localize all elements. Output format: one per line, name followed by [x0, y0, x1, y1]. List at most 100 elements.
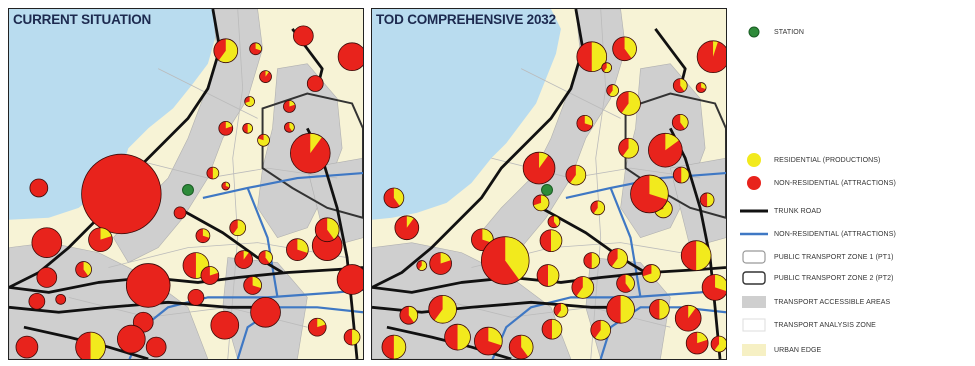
legend-item-ptz1: PUBLIC TRANSPORT ZONE 1 (PT1) — [740, 247, 894, 267]
legend-item-non-residential: NON-RESIDENTIAL (ATTRACTIONS) — [740, 173, 896, 193]
accessible-area — [372, 242, 572, 359]
legend-item-residential: RESIDENTIAL (PRODUCTIONS) — [740, 150, 880, 170]
zone-pie — [590, 200, 606, 216]
trunk-road — [177, 206, 284, 274]
zone-pie — [257, 133, 270, 147]
zone-boundary — [128, 157, 338, 179]
pt2-zone — [624, 92, 726, 219]
zone-pie — [286, 238, 309, 261]
zone-pie — [213, 38, 239, 64]
legend-item-ptz2: PUBLIC TRANSPORT ZONE 2 (PT2) — [740, 268, 894, 288]
legend-label: NON-RESIDENTIAL (ATTRACTIONS) — [774, 230, 896, 238]
station-icon — [182, 184, 194, 196]
legend-label: URBAN EDGE — [774, 346, 822, 354]
zone-pie — [290, 132, 331, 174]
zone-pie — [125, 263, 171, 308]
legend-item-accessible: TRANSPORT ACCESSIBLE AREAS — [740, 292, 890, 312]
zone-pie — [284, 121, 295, 133]
station-icon — [541, 184, 553, 196]
zone-pie — [314, 217, 340, 243]
zone-pie — [206, 166, 220, 180]
zone-pie — [701, 274, 726, 301]
map-current-situation[interactable] — [9, 9, 363, 359]
zone-pie — [674, 304, 702, 332]
zone-pie — [173, 206, 187, 220]
zone-pie — [685, 331, 709, 355]
zone-pie — [474, 326, 503, 356]
legend-label: STATION — [774, 28, 804, 36]
legend-label: TRANSPORT ANALYSIS ZONE — [774, 321, 876, 329]
zone-pie — [612, 36, 637, 62]
zone-pie — [187, 288, 205, 306]
zone-pie — [618, 137, 639, 159]
non-residential-line — [202, 171, 363, 199]
zone-pie — [565, 164, 587, 186]
zone-pie — [116, 324, 146, 354]
legend-label: RESIDENTIAL (PRODUCTIONS) — [774, 156, 881, 164]
zone-pie — [259, 70, 272, 83]
zone-pie — [672, 78, 688, 93]
legend-item-blue-line: NON-RESIDENTIAL (ATTRACTIONS) — [740, 224, 896, 244]
zone-pie — [55, 293, 67, 305]
trunk-road — [669, 127, 722, 359]
legend-label: PUBLIC TRANSPORT ZONE 1 (PT1) — [774, 253, 894, 261]
map-panel-current[interactable]: CURRENT SITUATION — [8, 8, 364, 360]
map-panel-tod-2032[interactable]: TOD COMPREHENSIVE 2032 — [371, 8, 727, 360]
zone-pie — [88, 227, 113, 253]
zone-pie — [576, 114, 594, 132]
legend-item-station: STATION — [740, 22, 804, 42]
zone-pie — [553, 302, 569, 318]
zone-pie — [539, 229, 563, 253]
zone-pie — [242, 122, 254, 134]
zone-pie — [218, 120, 234, 136]
zone-pie — [710, 335, 726, 353]
zone-pie — [195, 228, 211, 244]
zone-pie — [583, 252, 601, 269]
zone-pie — [337, 42, 363, 72]
zone-pie — [81, 153, 162, 235]
zone-pie — [15, 335, 39, 359]
zone-pie — [480, 236, 530, 285]
zone-pie — [250, 296, 281, 328]
trunk-road — [372, 266, 726, 294]
legend-label: TRUNK ROAD — [774, 207, 822, 215]
legend-label: TRANSPORT ACCESSIBLE AREAS — [774, 298, 891, 306]
zone-pie — [416, 260, 428, 271]
zone-pie — [145, 336, 167, 358]
zone-pie — [31, 227, 63, 258]
zone-pie — [383, 187, 405, 209]
zone-pie — [590, 319, 612, 341]
zone-pie — [399, 305, 419, 325]
zone-pie — [601, 62, 613, 74]
water-area — [9, 9, 218, 220]
legend-label: NON-RESIDENTIAL (ATTRACTIONS) — [774, 179, 896, 187]
panel-title: TOD COMPREHENSIVE 2032 — [376, 12, 556, 27]
map-tod-comprehensive-2032[interactable] — [372, 9, 726, 359]
trunk-road — [9, 266, 363, 294]
zone-pie — [229, 219, 247, 237]
zone-pie — [292, 25, 314, 47]
non-residential-line — [609, 187, 642, 298]
zone-pie — [571, 276, 595, 299]
zone-pie — [234, 250, 254, 269]
zone-pie — [75, 261, 92, 278]
zone-pie — [508, 334, 534, 359]
zone-pie — [541, 318, 563, 340]
zone-pie — [699, 192, 715, 208]
zone-pie — [696, 40, 726, 74]
zone-pie — [649, 298, 670, 320]
zone-pie — [258, 250, 273, 265]
zone-pie — [200, 266, 220, 285]
legend-item-analysis-zone: TRANSPORT ANALYSIS ZONE — [740, 315, 876, 335]
zone-pie — [536, 264, 560, 287]
non-residential-line — [491, 288, 726, 359]
zone-pie — [522, 151, 556, 185]
zone-pie — [428, 294, 457, 324]
trunk-road — [372, 9, 585, 289]
zone-pie — [648, 132, 683, 168]
zone-pie — [607, 248, 628, 269]
zone-pie — [429, 252, 452, 275]
zone-pie — [606, 294, 635, 324]
zone-boundary — [520, 68, 621, 119]
zone-pie — [630, 174, 669, 214]
